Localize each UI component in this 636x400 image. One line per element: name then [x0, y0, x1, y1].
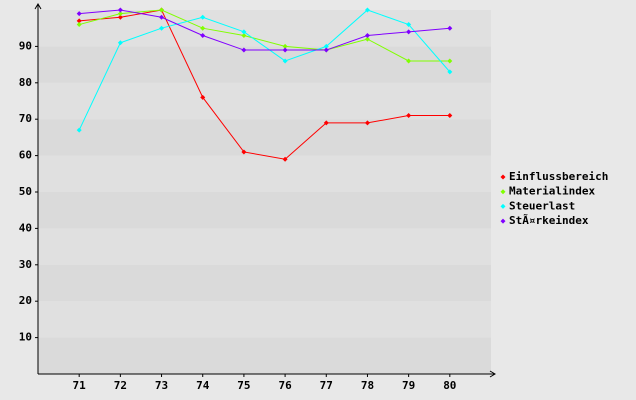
grid-band — [38, 301, 491, 338]
data-point — [76, 127, 82, 133]
grid-band — [38, 10, 491, 47]
data-point — [282, 43, 288, 49]
y-tick-label: 40 — [19, 221, 32, 234]
data-point — [364, 120, 370, 126]
legend-marker — [500, 218, 506, 224]
data-point — [200, 32, 206, 38]
data-point — [447, 58, 453, 64]
data-point — [241, 29, 247, 35]
legend-label: Steuerlast — [509, 199, 575, 212]
legend-marker — [500, 203, 506, 209]
data-point — [447, 25, 453, 31]
data-point — [241, 32, 247, 38]
x-tick-label: 79 — [402, 379, 415, 392]
data-point — [282, 58, 288, 64]
data-point — [117, 40, 123, 46]
y-axis-arrow — [34, 3, 42, 10]
data-point — [159, 14, 165, 20]
data-point — [200, 94, 206, 100]
data-point — [364, 7, 370, 13]
grid-band — [38, 264, 491, 302]
data-point — [76, 22, 82, 28]
data-point — [159, 7, 165, 13]
x-tick-label: 80 — [443, 379, 456, 392]
y-tick-label: 90 — [19, 39, 32, 52]
x-tick-label: 71 — [73, 379, 87, 392]
data-point — [117, 7, 123, 13]
x-axis-arrow — [489, 370, 496, 378]
data-point — [76, 18, 82, 24]
series-line — [79, 9, 450, 51]
y-tick-label: 20 — [19, 294, 32, 307]
data-point — [282, 156, 288, 162]
x-tick-label: 72 — [114, 379, 127, 392]
data-point — [323, 120, 329, 126]
x-tick-label: 76 — [278, 379, 292, 392]
series-line — [79, 9, 450, 62]
grid-band — [38, 228, 491, 265]
grid-band — [38, 46, 491, 83]
y-tick-label: 60 — [19, 149, 32, 162]
grid-band — [38, 82, 491, 120]
x-tick-label: 73 — [155, 379, 168, 392]
grid-band — [38, 337, 491, 374]
data-point — [364, 36, 370, 42]
y-tick-label: 70 — [19, 112, 32, 125]
data-point — [406, 29, 412, 35]
data-point — [282, 47, 288, 53]
y-tick-label: 80 — [19, 76, 32, 89]
data-point — [447, 113, 453, 119]
legend-label: StÃ¤rkeindex — [509, 214, 589, 227]
y-tick-label: 50 — [19, 185, 32, 198]
legend-marker — [500, 189, 506, 195]
legend-label: Materialindex — [509, 185, 595, 198]
series-line — [78, 9, 451, 131]
legend-marker — [500, 174, 506, 180]
data-point — [406, 22, 412, 28]
data-point — [117, 14, 123, 20]
x-tick-label: 75 — [237, 379, 250, 392]
data-point — [117, 11, 123, 17]
data-point — [241, 47, 247, 53]
y-tick-label: 30 — [19, 258, 32, 271]
data-point — [323, 43, 329, 49]
grid-band — [38, 155, 491, 192]
grid-band — [38, 192, 491, 229]
data-point — [406, 58, 412, 64]
data-point — [364, 32, 370, 38]
data-point — [159, 25, 165, 31]
data-point — [241, 149, 247, 155]
data-point — [447, 69, 453, 75]
y-tick-label: 10 — [19, 331, 32, 344]
data-point — [76, 11, 82, 17]
data-point — [406, 113, 412, 119]
data-point — [323, 47, 329, 53]
x-tick-label: 74 — [196, 379, 210, 392]
grid-band — [38, 119, 491, 156]
x-tick-label: 78 — [361, 379, 374, 392]
data-point — [200, 14, 206, 20]
x-tick-label: 77 — [320, 379, 333, 392]
data-point — [200, 25, 206, 31]
legend-label: Einflussbereich — [509, 170, 608, 183]
